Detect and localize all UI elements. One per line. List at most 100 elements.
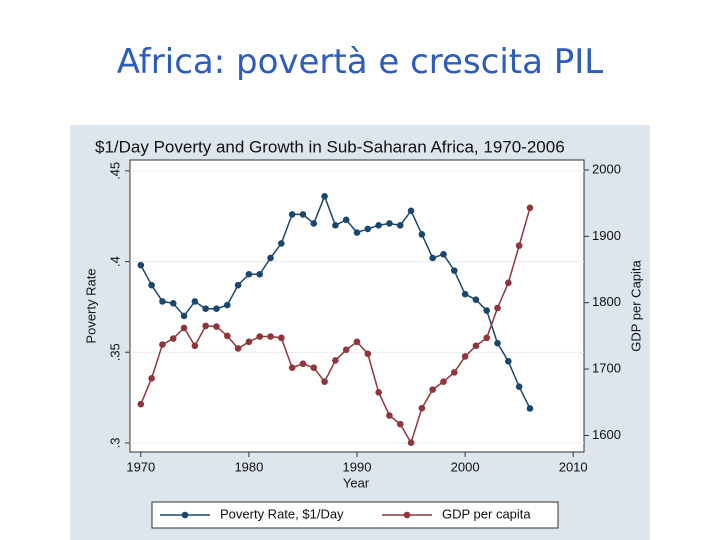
data-point	[429, 254, 436, 262]
data-point	[223, 332, 231, 340]
data-point	[234, 281, 242, 289]
data-point	[396, 221, 404, 229]
data-point	[180, 324, 188, 332]
data-point	[450, 267, 458, 274]
data-point	[332, 357, 339, 364]
data-point	[483, 307, 491, 314]
data-point	[505, 358, 512, 365]
data-point	[353, 229, 361, 236]
y2-tick-label: 1700	[592, 360, 621, 375]
data-point	[223, 301, 231, 309]
data-point	[148, 281, 155, 289]
data-point	[321, 378, 328, 385]
data-point	[526, 204, 534, 212]
y2-tick-label: 1900	[592, 228, 621, 243]
data-point	[494, 304, 501, 312]
data-point	[169, 299, 177, 307]
data-point	[213, 323, 220, 330]
y-axis-label: Poverty Rate	[83, 268, 98, 343]
data-point	[256, 270, 264, 278]
data-point	[515, 242, 523, 249]
chart-title: $1/Day Poverty and Growth in Sub-Saharan…	[95, 137, 565, 156]
data-point	[245, 270, 253, 278]
data-point	[418, 404, 426, 412]
data-point	[364, 225, 372, 233]
data-point	[440, 378, 447, 385]
y2-tick-label: 1600	[592, 427, 621, 442]
data-point	[386, 412, 393, 419]
y2-tick-label: 2000	[592, 161, 621, 176]
data-point	[234, 345, 242, 352]
legend	[151, 501, 559, 529]
legend-label: Poverty Rate, $1/Day	[220, 506, 344, 521]
y-tick-label: .35	[107, 343, 122, 361]
x-axis-label: Year	[343, 475, 370, 490]
data-point	[159, 341, 166, 348]
y-tick-label: .4	[107, 256, 122, 267]
data-point	[386, 220, 393, 227]
data-point	[472, 296, 480, 303]
data-point	[515, 383, 523, 391]
x-tick-label: 2010	[559, 459, 588, 474]
data-point	[418, 231, 426, 238]
legend-label: GDP per capita	[442, 506, 531, 521]
data-point	[159, 298, 166, 305]
x-tick-label: 1970	[126, 459, 155, 474]
data-point	[202, 305, 209, 313]
data-point	[429, 386, 436, 393]
data-point	[407, 439, 415, 447]
data-point	[375, 388, 382, 396]
data-point	[483, 334, 491, 342]
data-point	[494, 339, 501, 347]
y2-axis-label: GDP per Capita	[628, 259, 643, 351]
data-point	[202, 322, 209, 330]
x-tick-label: 1980	[234, 459, 263, 474]
legend-marker	[181, 511, 189, 519]
data-point	[278, 240, 285, 247]
data-point	[396, 420, 404, 428]
data-point	[461, 290, 469, 298]
y-tick-label: .3	[107, 438, 122, 449]
data-point	[299, 211, 307, 218]
data-point	[353, 338, 361, 346]
data-point	[407, 207, 415, 215]
data-point	[310, 220, 318, 227]
data-point	[180, 312, 188, 320]
data-point	[288, 211, 296, 218]
data-point	[267, 254, 274, 262]
data-point	[472, 342, 480, 350]
data-point	[267, 333, 274, 340]
data-point	[278, 334, 285, 342]
data-point	[505, 279, 512, 287]
data-point	[342, 216, 350, 224]
data-point	[137, 400, 145, 408]
data-point	[169, 335, 177, 342]
data-point	[256, 333, 264, 340]
data-point	[288, 364, 296, 372]
data-point	[461, 353, 469, 360]
data-point	[137, 261, 145, 269]
data-point	[213, 305, 220, 313]
data-point	[342, 346, 350, 354]
data-point	[191, 298, 199, 305]
data-point	[375, 221, 382, 229]
plot-area	[129, 159, 585, 453]
data-point	[310, 364, 318, 372]
slide-title: Africa: povertà e crescita PIL	[116, 42, 604, 82]
data-point	[321, 192, 328, 200]
x-tick-label: 2000	[451, 459, 480, 474]
data-point	[364, 350, 372, 358]
data-point	[450, 369, 458, 376]
data-point	[526, 405, 534, 412]
data-point	[299, 360, 307, 368]
legend-marker	[403, 511, 411, 519]
y-tick-label: .45	[107, 162, 122, 180]
data-point	[440, 251, 447, 258]
data-point	[148, 375, 155, 382]
data-point	[245, 338, 253, 346]
data-point	[332, 221, 339, 229]
data-point	[191, 342, 199, 350]
y2-tick-label: 1800	[592, 294, 621, 309]
